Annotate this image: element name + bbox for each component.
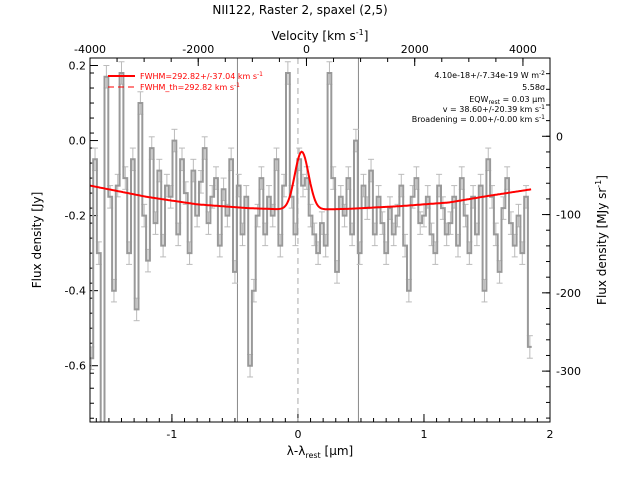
legend: FWHM=292.82+/-37.04 km s-1 FWHM_th=292.8… [108,71,263,92]
top-tick-label: 0 [303,43,310,56]
x-tick-label: 0 [294,428,301,441]
right-y-axis-label: Flux density [MJy sr-1] [594,175,609,305]
right-tick-label: -300 [556,365,581,378]
axis-ticks: -1 0 1 2-4000 -2000 0 2000 40000.20.0-0.2-0.4-0… [65,43,581,441]
chart-title: NII122, Raster 2, spaxel (2,5) [212,3,387,17]
annotation-flux: 4.10e-18+/-7.34e-19 W m-2 [434,70,545,80]
y-tick-label: -0.6 [65,360,86,373]
right-tick-label: -100 [556,209,581,222]
y-tick-label: 0.2 [69,60,87,73]
top-tick-label: 2000 [401,43,429,56]
x-tick-label: 1 [420,428,427,441]
annotation-broadening: Broadening = 0.00+/-0.00 km s-1 [412,114,545,124]
fit-annotations: 4.10e-18+/-7.34e-19 W m-2 5.58σ EQWrest … [412,70,545,124]
x-axis-label: λ-λrest [μm] [287,444,353,460]
data-step-line [90,72,532,422]
right-tick-label: 0 [556,130,563,143]
top-tick-label: -4000 [74,43,106,56]
legend-label-fwhm-th: FWHM_th=292.82 km s-1 [140,82,240,92]
y-tick-label: -0.2 [65,210,86,223]
fit-line [90,150,532,211]
x-tick-label: -1 [166,428,177,441]
plot-frame [89,57,551,423]
x-tick-label: 2 [547,428,554,441]
y-tick-label: -0.4 [65,285,86,298]
top-axis-label: Velocity [km s-1] [272,28,369,43]
y-axis-label: Flux density [Jy] [30,192,44,289]
right-tick-label: -200 [556,287,581,300]
annotation-eqw: EQWrest = 0.03 μm [469,95,545,106]
top-tick-label: -2000 [182,43,214,56]
annotation-velocity: v = 38.60+/-20.39 km s-1 [443,104,545,114]
top-tick-label: 4000 [509,43,537,56]
y-tick-label: 0.0 [69,135,87,148]
legend-label-fwhm: FWHM=292.82+/-37.04 km s-1 [140,71,263,81]
annotation-sigma: 5.58σ [522,83,545,92]
